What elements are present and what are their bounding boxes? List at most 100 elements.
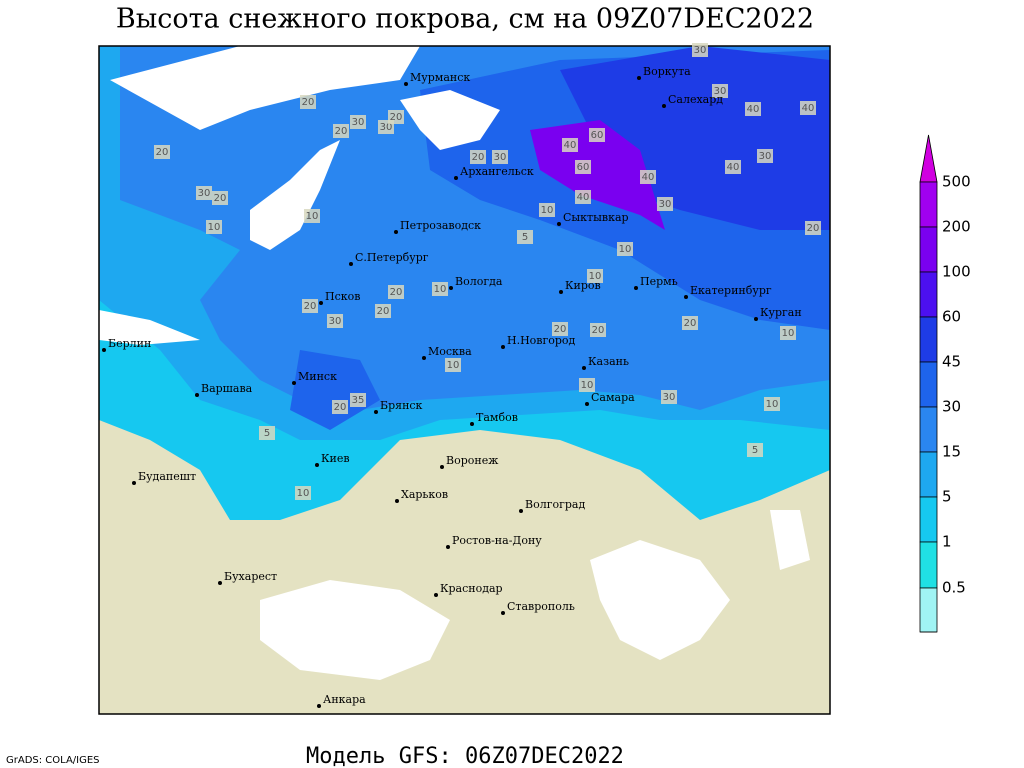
- city-label: Петрозаводск: [400, 219, 481, 232]
- contour-label: 10: [766, 399, 779, 410]
- contour-label: 10: [581, 380, 594, 391]
- contour-label: 10: [541, 205, 554, 216]
- colorbar-tick-label: 100: [942, 263, 971, 281]
- contour-label-bg: [206, 220, 222, 234]
- city-label: Брянск: [380, 399, 423, 412]
- colorbar-segment: [919, 587, 938, 633]
- model-label: Модель GFS: 06Z07DEC2022: [306, 744, 624, 768]
- contour-label-bg: [805, 221, 821, 235]
- contour-label-bg: [587, 269, 603, 283]
- contour-label: 40: [802, 103, 815, 114]
- city-dot: [454, 176, 458, 180]
- city-label: Киров: [565, 279, 601, 292]
- colorbar-tick-label: 500: [942, 173, 971, 191]
- contour-label-bg: [445, 358, 461, 372]
- colorbar-segment: [919, 316, 938, 363]
- contour-label-bg: [640, 170, 656, 184]
- colorbar-segment: [919, 226, 938, 273]
- contour-label-bg: [295, 486, 311, 500]
- city-label: Воронеж: [446, 454, 498, 467]
- contour-label-bg: [589, 128, 605, 142]
- city-label: Н.Новгород: [507, 334, 576, 347]
- city-dot: [449, 286, 453, 290]
- contour-label-bg: [492, 150, 508, 164]
- contour-label-bg: [575, 190, 591, 204]
- contour-label-bg: [590, 323, 606, 337]
- city-label: Бухарест: [224, 570, 277, 583]
- city-dot: [132, 481, 136, 485]
- contour-label-bg: [682, 316, 698, 330]
- city-dot: [315, 463, 319, 467]
- contour-label-bg: [212, 191, 228, 205]
- map: [98, 45, 831, 715]
- city-label: Казань: [588, 355, 629, 368]
- contour-label: 30: [380, 122, 393, 133]
- contour-label-bg: [575, 160, 591, 174]
- contour-label: 40: [564, 140, 577, 151]
- contour-label-bg: [327, 314, 343, 328]
- contour-label: 10: [589, 271, 602, 282]
- city-label: Вологда: [455, 275, 503, 288]
- contour-label-bg: [562, 138, 578, 152]
- contour-label-bg: [661, 390, 677, 404]
- contour-label: 30: [494, 152, 507, 163]
- city-label: Тамбов: [476, 411, 518, 424]
- colorbar-segment: [919, 361, 938, 408]
- city-label: Варшава: [201, 382, 253, 395]
- city-label: Архангельск: [460, 165, 534, 178]
- colorbar-tick-label: 0.5: [942, 579, 966, 597]
- contour-label-bg: [388, 285, 404, 299]
- contour-label: 20: [304, 301, 317, 312]
- contour-label-bg: [712, 84, 728, 98]
- city-label: Самара: [591, 391, 635, 404]
- city-dot: [559, 290, 563, 294]
- contour-label: 10: [208, 222, 221, 233]
- colorbar-segment: [919, 134, 938, 183]
- city-label: Псков: [325, 290, 360, 303]
- contour-label: 20: [554, 324, 567, 335]
- city-label: Салехард: [668, 93, 723, 106]
- colorbar-segment: [919, 271, 938, 318]
- city-label: Москва: [428, 345, 472, 358]
- contour-label-bg: [300, 95, 316, 109]
- contour-label-bg: [780, 326, 796, 340]
- city-label: Ставрополь: [507, 600, 575, 613]
- city-dot: [317, 704, 321, 708]
- contour-label-bg: [617, 242, 633, 256]
- contour-label-bg: [747, 443, 763, 457]
- contour-label-bg: [579, 378, 595, 392]
- city-dot: [102, 348, 106, 352]
- contour-label: 30: [329, 316, 342, 327]
- contour-label: 5: [264, 428, 270, 439]
- colorbar-segment: [919, 406, 938, 453]
- contour-label-bg: [764, 397, 780, 411]
- contour-label: 20: [156, 147, 169, 158]
- city-dot: [395, 499, 399, 503]
- contour-label: 20: [377, 306, 390, 317]
- contour-label: 40: [747, 104, 760, 115]
- city-dot: [195, 393, 199, 397]
- colorbar-tick-label: 45: [942, 353, 961, 371]
- city-label: Минск: [298, 370, 337, 383]
- city-label: Киев: [321, 452, 350, 465]
- city-label: С.Петербург: [355, 251, 429, 264]
- city-label: Волгоград: [525, 498, 585, 511]
- city-label: Анкара: [323, 693, 366, 706]
- city-dot: [349, 262, 353, 266]
- city-dot: [422, 356, 426, 360]
- contour-label: 30: [663, 392, 676, 403]
- city-dot: [374, 410, 378, 414]
- contour-label: 60: [577, 162, 590, 173]
- colorbar-tick-label: 1: [942, 533, 952, 551]
- city-dot: [434, 593, 438, 597]
- contour-label-bg: [539, 203, 555, 217]
- contour-label-bg: [725, 160, 741, 174]
- contour-label: 20: [390, 112, 403, 123]
- city-dot: [446, 545, 450, 549]
- contour-label: 20: [302, 97, 315, 108]
- contour-label-bg: [332, 400, 348, 414]
- city-label: Мурманск: [410, 71, 470, 84]
- contour-label-bg: [745, 102, 761, 116]
- city-dot: [519, 509, 523, 513]
